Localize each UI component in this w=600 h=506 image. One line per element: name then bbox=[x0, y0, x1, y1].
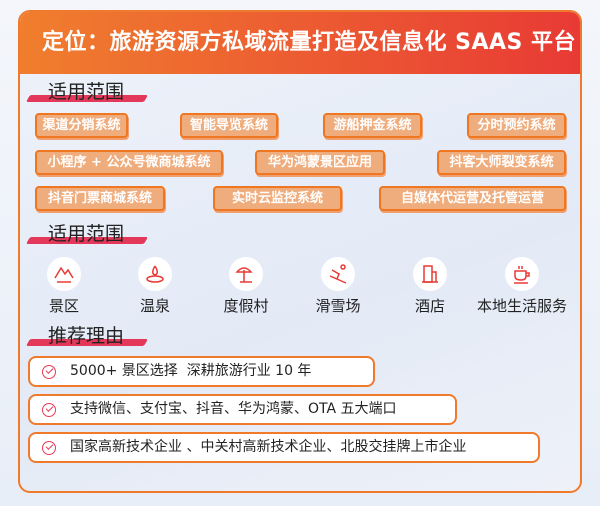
reason-item: 支持微信、支付宝、抖音、华为鸿蒙、OTA 五大端口 bbox=[28, 394, 457, 425]
tag-system: 分时预约系统 bbox=[467, 113, 566, 138]
platform-card: 定位：旅游资源方私域流量打造及信息化 SAAS 平台 适用范围 渠道分销系统 智… bbox=[18, 10, 582, 493]
coffee-cup-icon bbox=[505, 257, 539, 291]
tag-system: 游船押金系统 bbox=[323, 113, 422, 138]
beach-umbrella-icon bbox=[229, 257, 263, 291]
tag-system: 实时云监控系统 bbox=[213, 186, 342, 211]
scene-label: 本地生活服务 bbox=[476, 297, 567, 315]
tag-system: 渠道分销系统 bbox=[35, 113, 128, 138]
skier-icon bbox=[321, 257, 355, 291]
reason-item: 5000+ 景区选择 深耕旅游行业 10 年 bbox=[28, 356, 375, 387]
tag-system: 智能导览系统 bbox=[180, 113, 278, 138]
tag-system: 抖音门票商城系统 bbox=[35, 186, 165, 211]
scene-label: 度假村 bbox=[223, 297, 269, 315]
section-title-systems: 适用范围 bbox=[25, 80, 149, 103]
scene-label: 酒店 bbox=[414, 297, 445, 315]
scene-label: 滑雪场 bbox=[315, 297, 361, 315]
hotel-building-icon bbox=[413, 257, 447, 291]
tag-system: 小程序 + 公众号微商城系统 bbox=[35, 150, 223, 175]
check-circle-icon bbox=[42, 441, 56, 455]
tag-system: 华为鸿蒙景区应用 bbox=[255, 150, 385, 175]
check-circle-icon bbox=[42, 365, 56, 379]
mountain-icon bbox=[47, 257, 81, 291]
tag-system: 抖客大师裂变系统 bbox=[437, 150, 566, 175]
reason-item: 国家高新技术企业 、中关村高新技术企业、北股交挂牌上市企业 bbox=[28, 432, 540, 463]
check-circle-icon bbox=[42, 403, 56, 417]
section-title-reasons: 推荐理由 bbox=[25, 324, 149, 347]
page-title: 定位：旅游资源方私域流量打造及信息化 SAAS 平台 bbox=[20, 12, 580, 74]
hot-spring-icon bbox=[138, 257, 172, 291]
section-title-scenes: 适用范围 bbox=[25, 222, 149, 245]
scene-label: 景区 bbox=[48, 297, 79, 315]
tag-system: 自媒体代运营及托管运营 bbox=[379, 186, 566, 211]
scene-label: 温泉 bbox=[139, 297, 170, 315]
